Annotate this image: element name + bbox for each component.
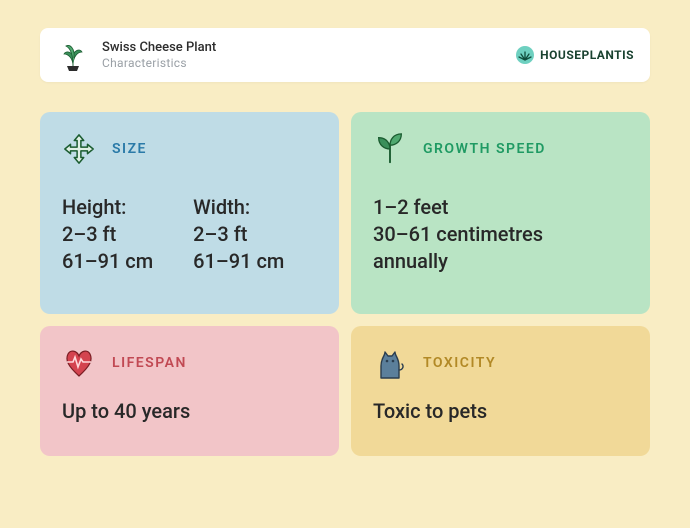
cat-icon <box>373 346 407 380</box>
header-text: Swiss Cheese Plant Characteristics <box>102 40 216 70</box>
toxicity-card: TOXICITY Toxic to pets <box>351 326 650 456</box>
card-title: SIZE <box>112 141 147 157</box>
lifespan-body: Up to 40 years <box>62 398 317 425</box>
sprout-icon <box>373 132 407 166</box>
header-bar: Swiss Cheese Plant Characteristics HOUSE… <box>40 28 650 82</box>
growth-body: 1–2 feet 30–61 centimetres annually <box>373 194 628 275</box>
card-head: TOXICITY <box>373 346 628 380</box>
growth-card: GROWTH SPEED 1–2 feet 30–61 centimetres … <box>351 112 650 314</box>
toxicity-body: Toxic to pets <box>373 398 628 425</box>
height-label: Height: <box>62 194 153 221</box>
arrows-icon <box>62 132 96 166</box>
growth-line1: 1–2 feet <box>373 194 628 221</box>
subtitle: Characteristics <box>102 56 216 70</box>
width-ft: 2–3 ft <box>193 221 284 248</box>
card-head: LIFESPAN <box>62 346 317 380</box>
header-left: Swiss Cheese Plant Characteristics <box>56 38 216 72</box>
size-height: Height: 2–3 ft 61–91 cm <box>62 194 153 275</box>
heart-pulse-icon <box>62 346 96 380</box>
card-title: GROWTH SPEED <box>423 141 546 157</box>
height-cm: 61–91 cm <box>62 248 153 275</box>
card-title: LIFESPAN <box>112 355 187 371</box>
growth-line2: 30–61 centimetres <box>373 221 628 248</box>
brand-text: HOUSEPLANTIS <box>540 48 634 62</box>
size-body: Height: 2–3 ft 61–91 cm Width: 2–3 ft 61… <box>62 194 317 275</box>
growth-line3: annually <box>373 248 628 275</box>
card-head: SIZE <box>62 132 317 166</box>
size-width: Width: 2–3 ft 61–91 cm <box>193 194 284 275</box>
card-head: GROWTH SPEED <box>373 132 628 166</box>
card-title: TOXICITY <box>423 355 496 371</box>
width-label: Width: <box>193 194 284 221</box>
lifespan-card: LIFESPAN Up to 40 years <box>40 326 339 456</box>
height-ft: 2–3 ft <box>62 221 153 248</box>
width-cm: 61–91 cm <box>193 248 284 275</box>
size-card: SIZE Height: 2–3 ft 61–91 cm Width: 2–3 … <box>40 112 339 314</box>
plant-name: Swiss Cheese Plant <box>102 40 216 56</box>
brand-icon <box>516 46 534 64</box>
card-grid: SIZE Height: 2–3 ft 61–91 cm Width: 2–3 … <box>40 112 650 456</box>
brand: HOUSEPLANTIS <box>516 46 634 64</box>
plant-pot-icon <box>56 38 90 72</box>
